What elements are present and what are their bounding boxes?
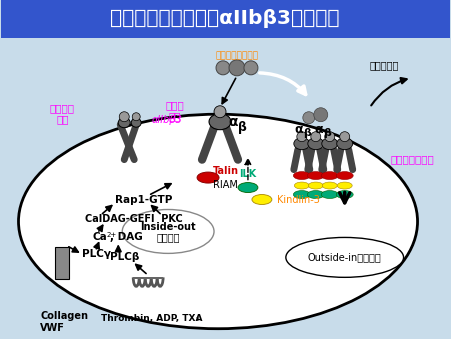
Ellipse shape [336, 172, 353, 180]
Text: シグナル: シグナル [156, 233, 180, 242]
Text: 血小板凝集: 血小板凝集 [370, 60, 399, 70]
Text: , DAG: , DAG [110, 233, 143, 242]
Bar [0, 0, 451, 38]
Text: Outside-inシグナル: Outside-inシグナル [308, 252, 382, 262]
Text: PLCγ: PLCγ [83, 250, 111, 259]
Bar [133, 277, 163, 279]
Text: α: α [295, 123, 303, 136]
Text: ILK: ILK [239, 168, 257, 179]
Text: クラスタリング: クラスタリング [391, 155, 434, 165]
Ellipse shape [295, 182, 309, 189]
Ellipse shape [321, 191, 338, 199]
Ellipse shape [308, 138, 324, 149]
Ellipse shape [118, 118, 130, 128]
Text: β: β [323, 128, 331, 138]
Ellipse shape [294, 138, 310, 149]
Circle shape [325, 132, 335, 142]
Ellipse shape [337, 182, 352, 189]
Circle shape [314, 108, 328, 122]
Text: Inside-out: Inside-out [140, 222, 196, 233]
Text: Rap1-GTP: Rap1-GTP [115, 195, 173, 204]
Text: 非活性化
状態: 非活性化 状態 [50, 103, 75, 124]
Ellipse shape [238, 183, 258, 193]
Text: CalDAG-GEFI  PKC: CalDAG-GEFI PKC [85, 215, 183, 224]
Text: Talin: Talin [213, 165, 239, 176]
Ellipse shape [307, 191, 324, 199]
FancyArrowPatch shape [147, 166, 200, 177]
Text: α: α [228, 115, 238, 129]
Text: β: β [238, 121, 247, 134]
Circle shape [132, 113, 140, 121]
Text: 2+: 2+ [106, 233, 116, 238]
Ellipse shape [322, 182, 337, 189]
Text: αIIbβ3: αIIbβ3 [152, 115, 183, 125]
Text: Collagen
VWF: Collagen VWF [41, 311, 88, 333]
Circle shape [311, 132, 321, 142]
Text: RIAM: RIAM [213, 180, 238, 190]
Ellipse shape [322, 138, 338, 149]
Text: ₂: ₂ [196, 314, 199, 323]
Text: Kindlin-3: Kindlin-3 [277, 195, 320, 204]
Ellipse shape [321, 172, 338, 180]
Bar [55, 247, 69, 279]
Circle shape [214, 106, 226, 118]
Text: α: α [314, 123, 323, 136]
Ellipse shape [337, 138, 353, 149]
Ellipse shape [336, 191, 353, 199]
Circle shape [119, 112, 129, 122]
Ellipse shape [308, 182, 323, 189]
Text: PLCβ: PLCβ [110, 252, 140, 262]
Circle shape [297, 132, 307, 142]
Ellipse shape [293, 191, 310, 199]
Ellipse shape [18, 114, 418, 329]
Circle shape [244, 61, 258, 75]
Circle shape [340, 132, 350, 142]
Text: β: β [303, 128, 311, 138]
Ellipse shape [252, 195, 272, 204]
Text: 活性化
状態: 活性化 状態 [166, 100, 184, 121]
Text: 血小板インテグリンαIIbβ3の活性化: 血小板インテグリンαIIbβ3の活性化 [110, 9, 340, 28]
Text: Thrombin, ADP, TXA: Thrombin, ADP, TXA [101, 314, 203, 323]
Ellipse shape [293, 172, 310, 180]
Ellipse shape [307, 172, 324, 180]
Ellipse shape [122, 210, 214, 253]
Ellipse shape [209, 114, 231, 130]
Ellipse shape [131, 118, 141, 127]
FancyArrowPatch shape [260, 73, 306, 95]
Circle shape [303, 112, 315, 124]
Ellipse shape [286, 237, 404, 277]
Text: Ca: Ca [92, 233, 107, 242]
Circle shape [216, 61, 230, 75]
Circle shape [229, 60, 245, 76]
Text: フィブリノーゲン: フィブリノーゲン [216, 52, 258, 60]
Ellipse shape [197, 172, 219, 183]
